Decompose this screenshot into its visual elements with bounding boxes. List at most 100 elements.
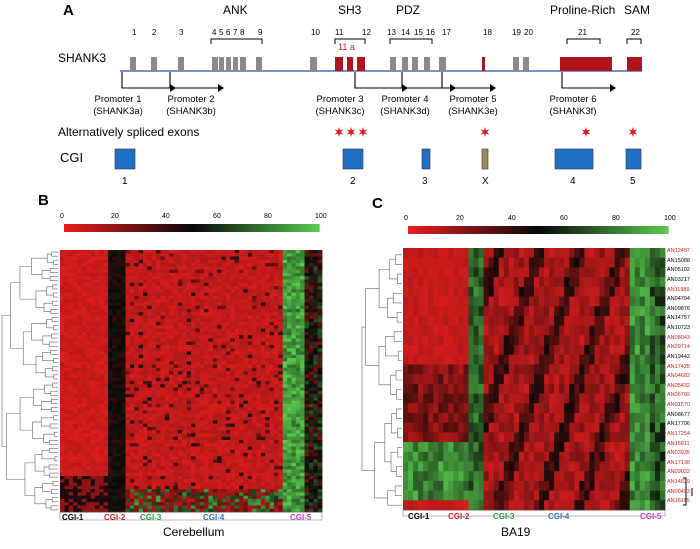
panel-b-heatmap-cell — [134, 390, 139, 395]
panel-b-heatmap-cell — [204, 394, 209, 398]
panel-b-heatmap-cell — [164, 354, 170, 359]
panel-b-heatmap-cell — [173, 272, 179, 277]
panel-b-heatmap-cell — [313, 299, 319, 303]
panel-b-heatmap-cell — [243, 377, 249, 382]
panel-b-heatmap-cell — [182, 449, 188, 454]
panel-b-heatmap-cell — [186, 417, 192, 421]
panel-b-heatmap-cell — [108, 318, 113, 323]
panel-b-heatmap-cell — [291, 331, 297, 336]
panel-b-heatmap-cell — [247, 308, 253, 313]
panel-b-heatmap-cell — [94, 485, 100, 490]
panel-b-heatmap-cell — [217, 361, 222, 366]
panel-b-heatmap-cell — [103, 305, 109, 310]
panel-b-heatmap-cell — [108, 426, 113, 431]
panel-b-heatmap-cell — [260, 295, 266, 300]
panel-b-heatmap-cell — [199, 259, 205, 264]
panel-b-heatmap-cell — [138, 426, 144, 431]
panel-b-heatmap-cell — [142, 410, 148, 415]
panel-b-colorbar-step — [102, 224, 106, 232]
panel-b-heatmap-cell — [204, 384, 209, 388]
panel-b-heatmap-cell — [129, 335, 135, 339]
panel-b-heatmap-cell — [247, 377, 253, 382]
panel-c-colorbar-step — [504, 226, 508, 234]
panel-c-colorbar-step — [665, 226, 669, 234]
panel-b-heatmap-cell — [86, 253, 91, 257]
panel-b-heatmap-cell — [282, 449, 288, 454]
panel-b-heatmap-cell — [94, 492, 100, 497]
panel-b-heatmap-cell — [129, 374, 135, 379]
panel-b-heatmap-cell — [129, 466, 135, 470]
panel-b-heatmap-cell — [282, 413, 288, 418]
panel-b-heatmap-cell — [300, 259, 305, 264]
panel-b-heatmap-cell — [313, 413, 319, 418]
panel-b-heatmap-cell — [308, 485, 314, 490]
panel-b-heatmap-cell — [191, 325, 196, 329]
panel-b-heatmap-cell — [156, 351, 161, 356]
panel-b-heatmap-cell — [129, 354, 135, 359]
panel-b-heatmap-cell — [169, 341, 174, 346]
panel-b-heatmap-cell — [147, 462, 153, 467]
panel-b-heatmap-cell — [86, 305, 91, 310]
panel-b-heatmap-cell — [208, 469, 214, 474]
panel-b-heatmap-cell — [112, 472, 118, 477]
panel-b-heatmap-cell — [247, 371, 253, 375]
panel-b-heatmap-cell — [247, 410, 253, 415]
panel-b-heatmap-cell — [273, 387, 279, 392]
panel-b-heatmap-cell — [108, 381, 113, 385]
panel-b-heatmap-cell — [125, 413, 131, 418]
panel-b-heatmap-cell — [64, 331, 70, 336]
panel-b-heatmap-cell — [177, 266, 183, 271]
panel-b-heatmap-cell — [282, 295, 288, 300]
panel-b-heatmap-cell — [112, 390, 118, 395]
panel-b-heatmap-cell — [282, 305, 288, 310]
panel-b-heatmap-cell — [317, 318, 323, 323]
panel-b-heatmap-cell — [278, 276, 284, 280]
panel-b-heatmap-cell — [282, 299, 288, 303]
promoter-arrowhead-5 — [490, 84, 496, 92]
panel-b-heatmap-cell — [138, 279, 144, 284]
panel-b-heatmap-cell — [173, 276, 179, 280]
panel-b-heatmap-cell — [121, 495, 126, 500]
panel-b-heatmap-cell — [273, 439, 279, 444]
panel-b-heatmap-cell — [239, 315, 244, 320]
panel-b-heatmap-cell — [304, 459, 310, 464]
panel-b-heatmap-cell — [208, 348, 214, 352]
panel-b-heatmap-cell — [73, 335, 78, 339]
panel-b-heatmap-cell — [151, 292, 157, 297]
panel-b-heatmap-cell — [147, 502, 153, 506]
panel-b-heatmap-cell — [225, 400, 231, 405]
panel-b-heatmap-cell — [186, 407, 192, 411]
panel-b-heatmap-cell — [164, 394, 170, 398]
panel-b-heatmap-cell — [169, 371, 174, 375]
panel-b-colorbar-step — [97, 224, 101, 232]
panel-b-heatmap-cell — [142, 250, 148, 254]
panel-b-heatmap-cell — [64, 292, 70, 297]
panel-b-heatmap-cell — [99, 410, 105, 415]
panel-b-heatmap-cell — [317, 390, 323, 395]
panel-b-heatmap-cell — [186, 272, 192, 277]
panel-b-heatmap-cell — [225, 397, 231, 402]
panel-b-heatmap-cell — [99, 459, 105, 464]
panel-b-heatmap-cell — [195, 305, 201, 310]
panel-b-heatmap-cell — [247, 335, 253, 339]
panel-b-heatmap-cell — [125, 361, 131, 366]
panel-b-heatmap-cell — [243, 492, 249, 497]
panel-b-heatmap-cell — [212, 318, 218, 323]
panel-b-heatmap-cell — [295, 417, 301, 421]
panel-b-heatmap-cell — [73, 456, 78, 460]
panel-b-heatmap-cell — [103, 253, 109, 257]
panel-b-heatmap-cell — [278, 443, 284, 447]
panel-b-heatmap-cell — [103, 502, 109, 506]
panel-b-heatmap-cell — [269, 423, 275, 428]
panel-b-heatmap-cell — [160, 367, 166, 372]
panel-b-heatmap-cell — [81, 459, 87, 464]
panel-b-heatmap-cell — [282, 259, 288, 264]
panel-b-heatmap-cell — [81, 358, 87, 362]
panel-b-heatmap-cell — [225, 325, 231, 329]
panel-b-heatmap-cell — [252, 335, 257, 339]
panel-b-heatmap-cell — [230, 292, 236, 297]
panel-b-heatmap-cell — [129, 443, 135, 447]
panel-b-heatmap-cell — [252, 469, 257, 474]
panel-b-heatmap-cell — [243, 341, 249, 346]
panel-b-heatmap-cell — [260, 502, 266, 506]
